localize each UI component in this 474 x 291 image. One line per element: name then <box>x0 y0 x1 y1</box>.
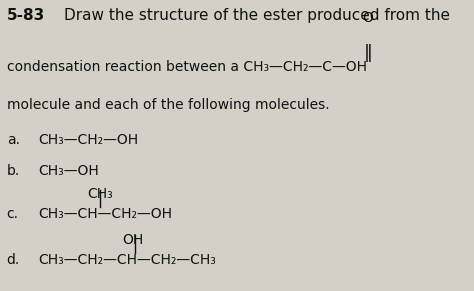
Text: b.: b. <box>7 164 20 178</box>
Text: OH: OH <box>123 233 144 246</box>
Text: CH₃—OH: CH₃—OH <box>38 164 99 178</box>
Text: ‖: ‖ <box>364 44 373 62</box>
Text: a.: a. <box>7 133 20 147</box>
Text: CH₃—CH₂—CH—CH₂—CH₃: CH₃—CH₂—CH—CH₂—CH₃ <box>38 253 216 267</box>
Text: condensation reaction between a CH₃—CH₂—C—OH: condensation reaction between a CH₃—CH₂—… <box>7 60 367 74</box>
Text: molecule and each of the following molecules.: molecule and each of the following molec… <box>7 98 329 112</box>
Text: d.: d. <box>7 253 20 267</box>
Text: O: O <box>362 11 373 25</box>
Text: 5-83: 5-83 <box>7 8 45 24</box>
Text: c.: c. <box>7 207 18 221</box>
Text: CH₃—CH₂—OH: CH₃—CH₂—OH <box>38 133 138 147</box>
Text: CH₃—CH—CH₂—OH: CH₃—CH—CH₂—OH <box>38 207 172 221</box>
Text: Draw the structure of the ester produced from the: Draw the structure of the ester produced… <box>64 8 450 24</box>
Text: CH₃: CH₃ <box>87 187 113 201</box>
